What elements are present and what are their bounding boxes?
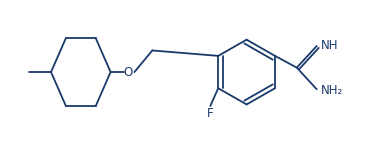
Text: NH: NH <box>321 39 338 52</box>
Text: F: F <box>207 107 214 120</box>
Text: O: O <box>124 66 133 79</box>
Text: NH₂: NH₂ <box>321 84 343 97</box>
